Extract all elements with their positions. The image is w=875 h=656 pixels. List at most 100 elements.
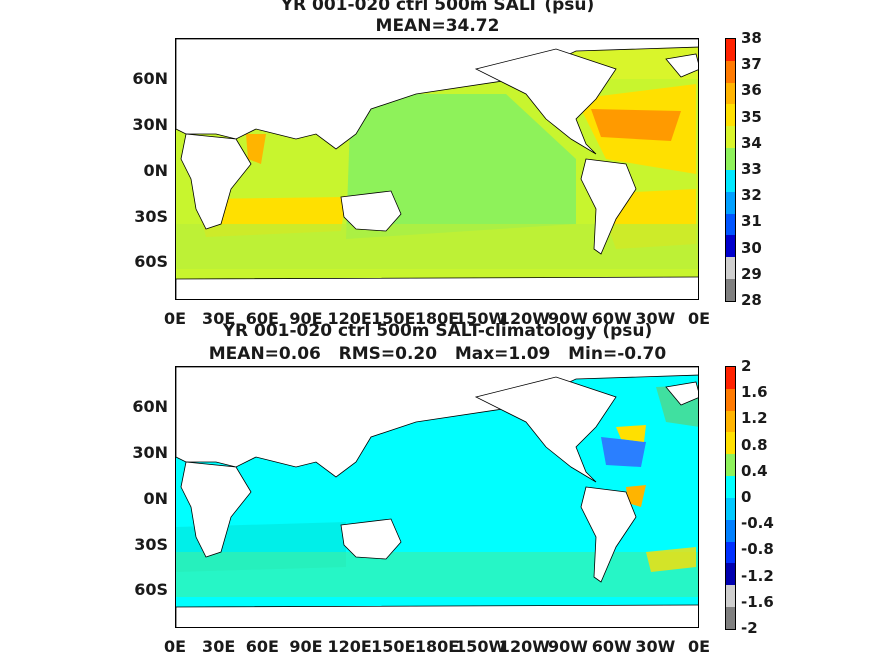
colorbar-tick-label: -1.2	[741, 566, 774, 585]
salinity-anomaly-map	[175, 366, 699, 628]
y-tick-label: 30N	[132, 443, 168, 462]
colorbar-tick-label: 31	[741, 212, 762, 231]
y-tick-label: 0N	[143, 161, 168, 180]
y-tick-label: 60S	[134, 252, 168, 271]
colorbar-tick-label: 30	[741, 238, 762, 257]
x-tick-label: 0E	[687, 309, 711, 328]
colorbar-swatch	[726, 388, 735, 411]
x-tick-label: 120E	[327, 637, 372, 656]
y-tick-label: 60N	[132, 69, 168, 88]
southern-ocean-anomaly	[176, 552, 698, 597]
colorbar-tick-label: 0.4	[741, 461, 768, 480]
panel-title-line2: MEAN=34.72	[375, 16, 500, 36]
eurasia-africa-north	[176, 39, 698, 150]
x-tick-label: 150W	[455, 637, 507, 656]
colorbar-swatch	[726, 607, 735, 629]
colorbar-tick-label: 35	[741, 107, 762, 126]
colorbar-tick-label: 0	[741, 488, 752, 506]
x-tick-label: 30W	[635, 637, 676, 656]
gulf-stream-positive	[616, 425, 646, 442]
colorbar-swatch	[726, 104, 735, 127]
north-atlantic-max-region	[591, 109, 681, 141]
y-tick-label: 30S	[134, 535, 168, 554]
panel-title-line1: YR 001-020 ctrl 500m SALT-climatology (p…	[222, 321, 653, 341]
y-tick-label: 0N	[143, 489, 168, 508]
colorbar-swatch	[726, 126, 735, 149]
x-tick-label: 90W	[548, 637, 588, 656]
south-america	[580, 158, 637, 255]
colorbar-swatch	[726, 563, 735, 586]
colorbar-swatch	[726, 541, 735, 564]
greenland	[665, 381, 698, 406]
x-tick-label: 180E	[414, 309, 460, 328]
x-tick-label: 30W	[635, 309, 676, 328]
colorbar	[725, 366, 736, 630]
colorbar-swatch	[726, 213, 735, 236]
colorbar-swatch	[726, 454, 735, 477]
x-tick-label: 120E	[327, 309, 372, 328]
colorbar-swatch	[726, 82, 735, 105]
colorbar-swatch	[726, 519, 735, 542]
x-tick-label: 90E	[289, 637, 323, 656]
colorbar-tick-label: 33	[741, 160, 762, 178]
x-tick-label: 90W	[548, 309, 588, 328]
greenland	[665, 53, 698, 78]
colorbar-tick-label: -0.4	[741, 514, 774, 533]
colorbar-swatch	[726, 257, 735, 280]
colorbar-tick-label: -0.8	[741, 540, 774, 559]
x-tick-label: 120W	[498, 637, 550, 656]
salinity-map-svg	[176, 39, 698, 299]
south-america	[580, 486, 637, 583]
arabian-sea-region	[246, 134, 266, 164]
x-tick-label: 150E	[371, 637, 416, 656]
colorbar-swatch	[726, 476, 735, 498]
colorbar-swatch	[726, 169, 735, 192]
colorbar-tick-label: 32	[741, 186, 762, 205]
panel-title-line2: MEAN=0.06 RMS=0.20 Max=1.09 Min=-0.70	[208, 344, 667, 364]
colorbar-swatch	[726, 410, 735, 433]
eurasia-africa-north	[176, 367, 698, 478]
salinity-anomaly-panel: YR 001-020 ctrl 500m SALT-climatology (p…	[0, 321, 875, 656]
x-tick-label: 150W	[455, 309, 507, 328]
colorbar-tick-label: 28	[741, 291, 762, 309]
land-masses	[176, 367, 698, 627]
colorbar-tick-label: -1.6	[741, 592, 774, 611]
x-tick-label: 150E	[371, 309, 416, 328]
salinity-panel: YR 001-020 ctrl 500m SALT (psu) MEAN=34.…	[132, 0, 762, 328]
x-tick-label: 30E	[202, 309, 236, 328]
colorbar-swatch	[726, 585, 735, 608]
salinity-map	[175, 38, 699, 300]
colorbar-tick-label: 1.2	[741, 409, 768, 428]
x-tick-label: 60E	[245, 637, 279, 656]
africa	[180, 133, 252, 230]
pacific-fresh-region	[346, 94, 576, 239]
colorbar-tick-label: 34	[741, 133, 762, 152]
y-tick-label: 30S	[134, 207, 168, 226]
x-tick-label: 60W	[591, 309, 632, 328]
australia	[340, 518, 402, 560]
x-tick-label: 90E	[289, 309, 323, 328]
gulf-stream-negative	[601, 437, 646, 467]
salinity-anomaly-map-svg	[176, 367, 698, 627]
x-tick-label: 30E	[202, 637, 236, 656]
x-tick-label: 60W	[591, 637, 632, 656]
colorbar-swatch	[726, 279, 735, 301]
colorbar-swatch	[726, 191, 735, 214]
colorbar-swatch	[726, 148, 735, 170]
colorbar-tick-label: 38	[741, 29, 762, 47]
africa	[180, 461, 252, 558]
y-tick-label: 60S	[134, 580, 168, 599]
antarctica	[176, 276, 698, 299]
x-tick-label: 120W	[498, 309, 550, 328]
colorbar-swatch	[726, 432, 735, 455]
colorbar-swatch	[726, 39, 735, 61]
colorbar-swatch	[726, 367, 735, 389]
colorbar-swatch	[726, 235, 735, 258]
colorbar	[725, 38, 736, 302]
antarctica	[176, 604, 698, 627]
x-tick-label: 180E	[414, 637, 460, 656]
x-tick-label: 0E	[687, 637, 711, 656]
australia	[340, 190, 402, 232]
north-america	[474, 376, 617, 483]
colorbar-tick-label: -2	[741, 619, 758, 637]
